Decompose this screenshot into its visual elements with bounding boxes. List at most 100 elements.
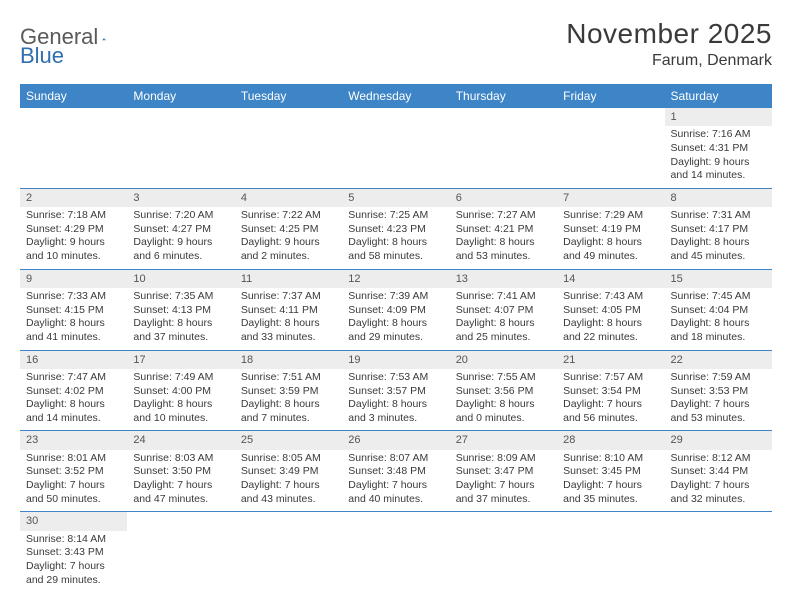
sunset-text: Sunset: 3:50 PM (133, 465, 228, 479)
daylight-text: Daylight: 8 hours (348, 398, 443, 412)
calendar-cell: 14Sunrise: 7:43 AMSunset: 4:05 PMDayligh… (557, 269, 664, 350)
daylight-text: Daylight: 8 hours (241, 398, 336, 412)
calendar-cell: 9Sunrise: 7:33 AMSunset: 4:15 PMDaylight… (20, 269, 127, 350)
calendar-cell: 11Sunrise: 7:37 AMSunset: 4:11 PMDayligh… (235, 269, 342, 350)
calendar-cell (342, 512, 449, 592)
calendar-cell: 21Sunrise: 7:57 AMSunset: 3:54 PMDayligh… (557, 350, 664, 431)
sunset-text: Sunset: 4:02 PM (26, 385, 121, 399)
daylight-text: Daylight: 8 hours (456, 398, 551, 412)
day-number: 28 (557, 431, 664, 449)
sunset-text: Sunset: 4:21 PM (456, 223, 551, 237)
daylight-text: and 0 minutes. (456, 412, 551, 426)
day-number: 5 (342, 189, 449, 207)
title-block: November 2025 Farum, Denmark (566, 18, 772, 70)
calendar-cell: 4Sunrise: 7:22 AMSunset: 4:25 PMDaylight… (235, 188, 342, 269)
calendar-cell: 8Sunrise: 7:31 AMSunset: 4:17 PMDaylight… (665, 188, 772, 269)
sunrise-text: Sunrise: 7:59 AM (671, 371, 766, 385)
day-number: 6 (450, 189, 557, 207)
day-number: 14 (557, 270, 664, 288)
sunset-text: Sunset: 3:45 PM (563, 465, 658, 479)
daylight-text: and 37 minutes. (133, 331, 228, 345)
daylight-text: Daylight: 9 hours (241, 236, 336, 250)
daylight-text: Daylight: 7 hours (133, 479, 228, 493)
daylight-text: Daylight: 8 hours (241, 317, 336, 331)
sunset-text: Sunset: 4:15 PM (26, 304, 121, 318)
day-number: 17 (127, 351, 234, 369)
daylight-text: Daylight: 8 hours (133, 398, 228, 412)
calendar-week-row: 9Sunrise: 7:33 AMSunset: 4:15 PMDaylight… (20, 269, 772, 350)
calendar-cell: 26Sunrise: 8:07 AMSunset: 3:48 PMDayligh… (342, 431, 449, 512)
sunrise-text: Sunrise: 8:09 AM (456, 452, 551, 466)
calendar-cell: 29Sunrise: 8:12 AMSunset: 3:44 PMDayligh… (665, 431, 772, 512)
day-number: 10 (127, 270, 234, 288)
sunrise-text: Sunrise: 7:20 AM (133, 209, 228, 223)
sunset-text: Sunset: 4:00 PM (133, 385, 228, 399)
sunset-text: Sunset: 4:13 PM (133, 304, 228, 318)
weekday-header: Monday (127, 84, 234, 108)
calendar-cell (342, 108, 449, 188)
sunrise-text: Sunrise: 7:27 AM (456, 209, 551, 223)
daylight-text: Daylight: 7 hours (26, 560, 121, 574)
sunset-text: Sunset: 4:11 PM (241, 304, 336, 318)
calendar-table: Sunday Monday Tuesday Wednesday Thursday… (20, 84, 772, 592)
sunset-text: Sunset: 3:59 PM (241, 385, 336, 399)
daylight-text: Daylight: 8 hours (456, 317, 551, 331)
day-number: 9 (20, 270, 127, 288)
logo-text-blue: Blue (20, 43, 64, 69)
sunrise-text: Sunrise: 8:01 AM (26, 452, 121, 466)
sunrise-text: Sunrise: 7:53 AM (348, 371, 443, 385)
daylight-text: and 45 minutes. (671, 250, 766, 264)
weekday-header: Saturday (665, 84, 772, 108)
daylight-text: and 3 minutes. (348, 412, 443, 426)
day-number: 8 (665, 189, 772, 207)
daylight-text: and 56 minutes. (563, 412, 658, 426)
calendar-cell (665, 512, 772, 592)
sunrise-text: Sunrise: 7:37 AM (241, 290, 336, 304)
daylight-text: Daylight: 7 hours (563, 398, 658, 412)
daylight-text: and 2 minutes. (241, 250, 336, 264)
calendar-cell: 27Sunrise: 8:09 AMSunset: 3:47 PMDayligh… (450, 431, 557, 512)
daylight-text: and 40 minutes. (348, 493, 443, 507)
daylight-text: and 35 minutes. (563, 493, 658, 507)
daylight-text: and 29 minutes. (26, 574, 121, 588)
calendar-cell: 15Sunrise: 7:45 AMSunset: 4:04 PMDayligh… (665, 269, 772, 350)
daylight-text: Daylight: 8 hours (133, 317, 228, 331)
daylight-text: Daylight: 9 hours (133, 236, 228, 250)
location: Farum, Denmark (566, 52, 772, 70)
daylight-text: and 47 minutes. (133, 493, 228, 507)
daylight-text: and 7 minutes. (241, 412, 336, 426)
sunrise-text: Sunrise: 7:47 AM (26, 371, 121, 385)
calendar-cell: 30Sunrise: 8:14 AMSunset: 3:43 PMDayligh… (20, 512, 127, 592)
sunrise-text: Sunrise: 7:18 AM (26, 209, 121, 223)
day-number: 20 (450, 351, 557, 369)
daylight-text: Daylight: 9 hours (26, 236, 121, 250)
day-number: 30 (20, 512, 127, 530)
sunrise-text: Sunrise: 7:55 AM (456, 371, 551, 385)
calendar-week-row: 23Sunrise: 8:01 AMSunset: 3:52 PMDayligh… (20, 431, 772, 512)
calendar-cell: 2Sunrise: 7:18 AMSunset: 4:29 PMDaylight… (20, 188, 127, 269)
sunrise-text: Sunrise: 8:03 AM (133, 452, 228, 466)
sunset-text: Sunset: 4:19 PM (563, 223, 658, 237)
sunrise-text: Sunrise: 7:41 AM (456, 290, 551, 304)
sunset-text: Sunset: 4:09 PM (348, 304, 443, 318)
day-number: 1 (665, 108, 772, 126)
daylight-text: and 10 minutes. (133, 412, 228, 426)
daylight-text: Daylight: 7 hours (671, 479, 766, 493)
daylight-text: and 33 minutes. (241, 331, 336, 345)
day-number: 22 (665, 351, 772, 369)
weekday-header: Sunday (20, 84, 127, 108)
sunset-text: Sunset: 4:25 PM (241, 223, 336, 237)
calendar-cell: 23Sunrise: 8:01 AMSunset: 3:52 PMDayligh… (20, 431, 127, 512)
daylight-text: and 53 minutes. (671, 412, 766, 426)
sunrise-text: Sunrise: 7:51 AM (241, 371, 336, 385)
sunrise-text: Sunrise: 8:12 AM (671, 452, 766, 466)
sunset-text: Sunset: 3:54 PM (563, 385, 658, 399)
calendar-cell (557, 108, 664, 188)
day-number: 25 (235, 431, 342, 449)
calendar-cell: 17Sunrise: 7:49 AMSunset: 4:00 PMDayligh… (127, 350, 234, 431)
weekday-header: Tuesday (235, 84, 342, 108)
day-number: 27 (450, 431, 557, 449)
header: General November 2025 Farum, Denmark (20, 18, 772, 70)
day-number: 13 (450, 270, 557, 288)
sunset-text: Sunset: 3:43 PM (26, 546, 121, 560)
